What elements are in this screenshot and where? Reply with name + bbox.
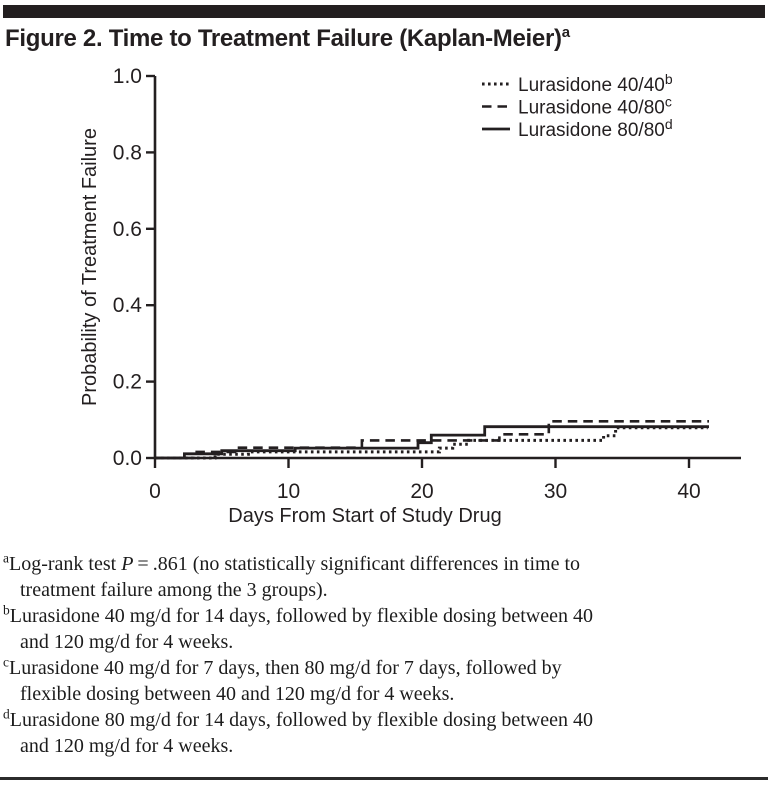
- figure-title: Figure 2. Time to Treatment Failure (Kap…: [5, 25, 764, 53]
- series-solid-line: [155, 424, 709, 459]
- footnote-text: Lurasidone 80 mg/d for 14 days, followed…: [9, 708, 593, 757]
- x-tick-label: 20: [410, 480, 433, 503]
- footnote-a-marker: a: [3, 549, 9, 565]
- x-tick-label: 40: [677, 480, 700, 503]
- y-axis-label: Probability of Treatment Failure: [79, 128, 101, 406]
- footnote-c-marker: c: [3, 653, 9, 669]
- x-tick-label: 10: [277, 480, 300, 503]
- footnote-text: Lurasidone 40 mg/d for 14 days, followed…: [9, 604, 593, 653]
- legend-label: Lurasidone 80/80d: [518, 116, 673, 141]
- x-tick-label: 0: [149, 480, 161, 503]
- footnote-d: dLurasidone 80 mg/d for 14 days, followe…: [3, 707, 762, 759]
- bottom-rule: [0, 776, 768, 780]
- footnote-c: cLurasidone 40 mg/d for 7 days, then 80 …: [3, 655, 762, 707]
- top-rule: [3, 5, 765, 18]
- y-tick-label: 0.4: [113, 294, 143, 317]
- kaplan-meier-chart: 0.0 0.2 0.4 0.6 0.8 1.0 0 10 20 30 40 Probability o…: [0, 55, 768, 539]
- figure-title-text: Figure 2. Time to Treatment Failure (Kap…: [5, 25, 562, 52]
- footnote-italic-text: P: [121, 552, 134, 575]
- footnote-text: Lurasidone 40 mg/d for 7 days, then 80 m…: [9, 656, 562, 705]
- y-tick-label: 0.8: [113, 141, 142, 164]
- y-tick-label: 1.0: [113, 65, 142, 88]
- figure-title-superscript: a: [561, 24, 570, 41]
- y-tick-label: 0.6: [113, 217, 142, 240]
- footnote-text: = .861 (no statistically significant dif…: [20, 552, 580, 601]
- x-tick-label: 30: [544, 480, 567, 503]
- y-tick-label: 0.2: [113, 370, 142, 393]
- km-plot-svg: 0.0 0.2 0.4 0.6 0.8 1.0 0 10 20 30 40 Probability o…: [79, 65, 741, 527]
- footnote-d-marker: d: [3, 705, 10, 721]
- footnote-text: Log-rank test: [9, 552, 122, 575]
- legend-label: Lurasidone 40/80c: [518, 93, 672, 118]
- y-tick-label: 0.0: [113, 447, 142, 470]
- series-dotted-line: [155, 425, 708, 460]
- footnote-a: aLog-rank test P = .861 (no statisticall…: [3, 551, 762, 603]
- footnote-b: bLurasidone 40 mg/d for 14 days, followe…: [3, 603, 762, 655]
- x-axis-label: Days From Start of Study Drug: [228, 505, 501, 527]
- legend-label: Lurasidone 40/40b: [518, 71, 673, 96]
- footnote-b-marker: b: [3, 601, 10, 617]
- footnotes: aLog-rank test P = .861 (no statisticall…: [3, 551, 762, 759]
- series-dashed-line: [155, 419, 709, 459]
